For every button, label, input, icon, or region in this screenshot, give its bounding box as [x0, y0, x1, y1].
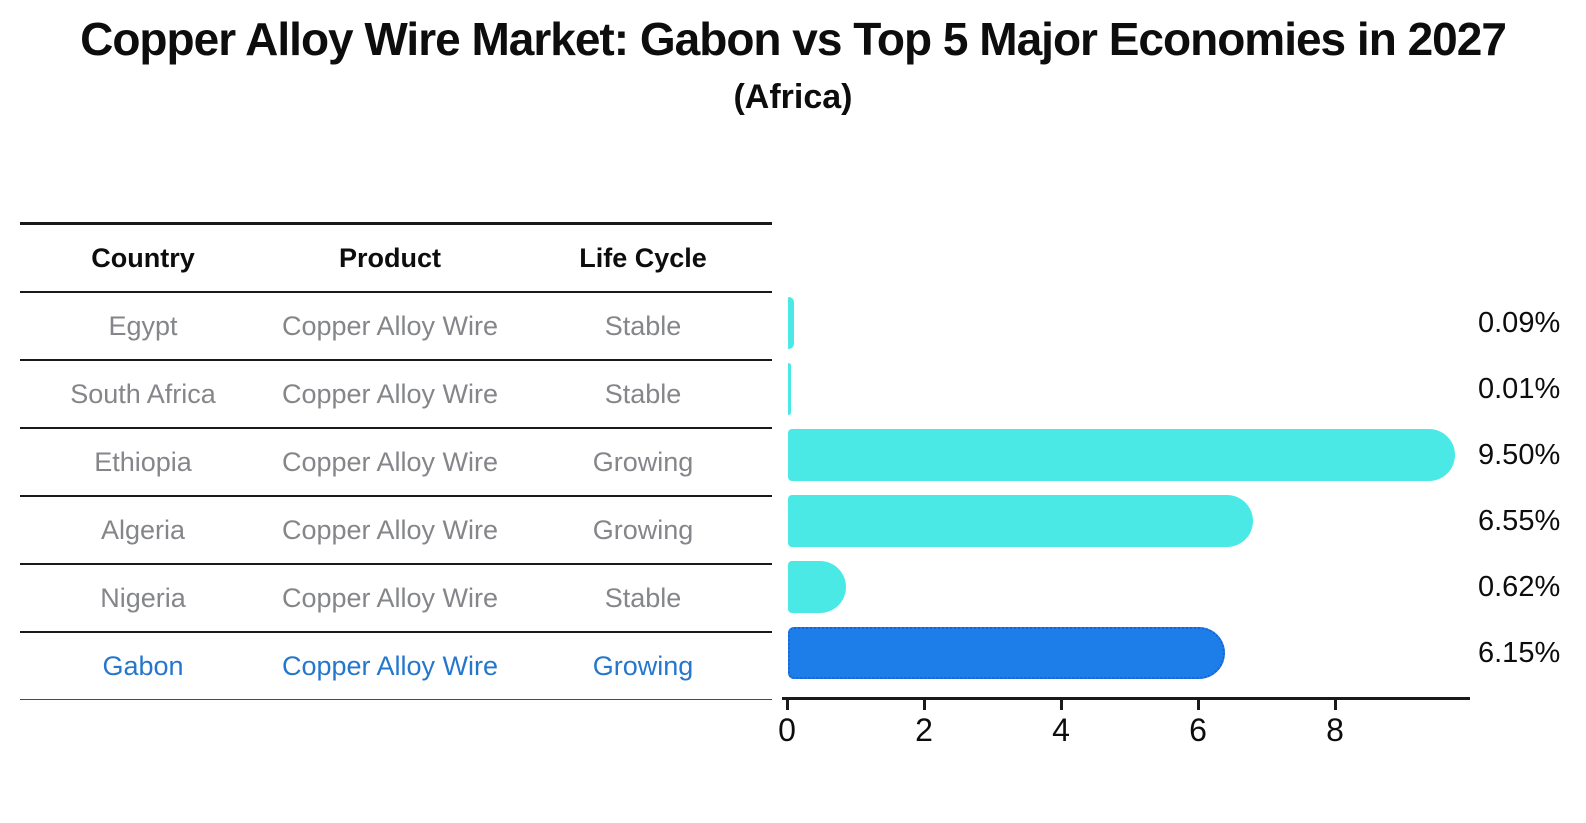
value-label-nigeria: 0.62%: [1478, 571, 1561, 603]
cell-product: Copper Alloy Wire: [281, 310, 499, 341]
x-tick-label-0: 0: [778, 712, 796, 748]
bar-ethiopia: [788, 429, 1455, 481]
table-row-egypt: Egypt Copper Alloy Wire Stable: [20, 293, 772, 361]
cell-country: Ethiopia: [94, 446, 192, 477]
column-header-product: Product: [338, 242, 441, 273]
cell-life_cycle: Growing: [592, 446, 694, 477]
x-tick-label-2: 2: [915, 712, 933, 748]
cell-country: Egypt: [108, 310, 178, 341]
cell-product: Copper Alloy Wire: [281, 446, 499, 477]
table-row-ethiopia: Ethiopia Copper Alloy Wire Growing: [20, 429, 772, 497]
cell-country: Algeria: [100, 514, 186, 545]
table-row-nigeria: Nigeria Copper Alloy Wire Stable: [20, 565, 772, 633]
cell-country: South Africa: [70, 378, 216, 409]
cell-life_cycle: Stable: [604, 582, 682, 613]
cell-product: Copper Alloy Wire: [281, 582, 499, 613]
x-tick-mark: [1333, 700, 1337, 710]
x-tick-mark: [1196, 700, 1200, 710]
table-row-south-africa: South Africa Copper Alloy Wire Stable: [20, 361, 772, 429]
chart-subtitle: (Africa): [733, 78, 853, 116]
cell-product: Copper Alloy Wire: [281, 514, 499, 545]
value-label-egypt: 0.09%: [1478, 307, 1561, 339]
value-label-south-africa: 0.01%: [1478, 373, 1561, 405]
cell-product: Copper Alloy Wire: [281, 650, 499, 681]
x-tick-label-6: 6: [1189, 712, 1207, 748]
bar-south-africa: [788, 363, 791, 415]
country-table: Country Product Life Cycle Egypt Copper All…: [20, 222, 772, 700]
cell-life_cycle: Stable: [604, 378, 682, 409]
cell-life_cycle: Stable: [604, 310, 682, 341]
chart-title: Copper Alloy Wire Market: Gabon vs Top 5…: [80, 13, 1507, 65]
x-tick-mark: [1059, 700, 1063, 710]
bar-egypt: [788, 297, 795, 349]
cell-country: Nigeria: [100, 582, 186, 613]
table-body: Egypt Copper Alloy Wire Stable South Africa…: [20, 293, 772, 700]
column-header-country: Country: [91, 242, 195, 273]
value-label-algeria: 6.55%: [1478, 505, 1561, 537]
cell-country: Gabon: [102, 650, 184, 681]
value-label-gabon: 6.15%: [1478, 637, 1561, 669]
cell-life_cycle: Growing: [592, 514, 694, 545]
table-header-row: Country Product Life Cycle: [20, 222, 772, 293]
table-row-algeria: Algeria Copper Alloy Wire Growing: [20, 497, 772, 565]
bar-nigeria: [788, 561, 847, 613]
column-header-life-cycle: Life Cycle: [579, 242, 707, 273]
cell-life_cycle: Growing: [592, 650, 694, 681]
x-tick-mark: [785, 700, 789, 710]
value-label-ethiopia: 9.50%: [1478, 439, 1561, 471]
cell-product: Copper Alloy Wire: [281, 378, 499, 409]
x-tick-mark: [922, 700, 926, 710]
table-row-gabon: Gabon Copper Alloy Wire Growing: [20, 633, 772, 700]
bar-algeria: [788, 495, 1253, 547]
x-axis-line: [782, 697, 1470, 700]
bar-gabon: [788, 627, 1226, 679]
x-tick-label-4: 4: [1052, 712, 1070, 748]
x-tick-label-8: 8: [1326, 712, 1344, 748]
